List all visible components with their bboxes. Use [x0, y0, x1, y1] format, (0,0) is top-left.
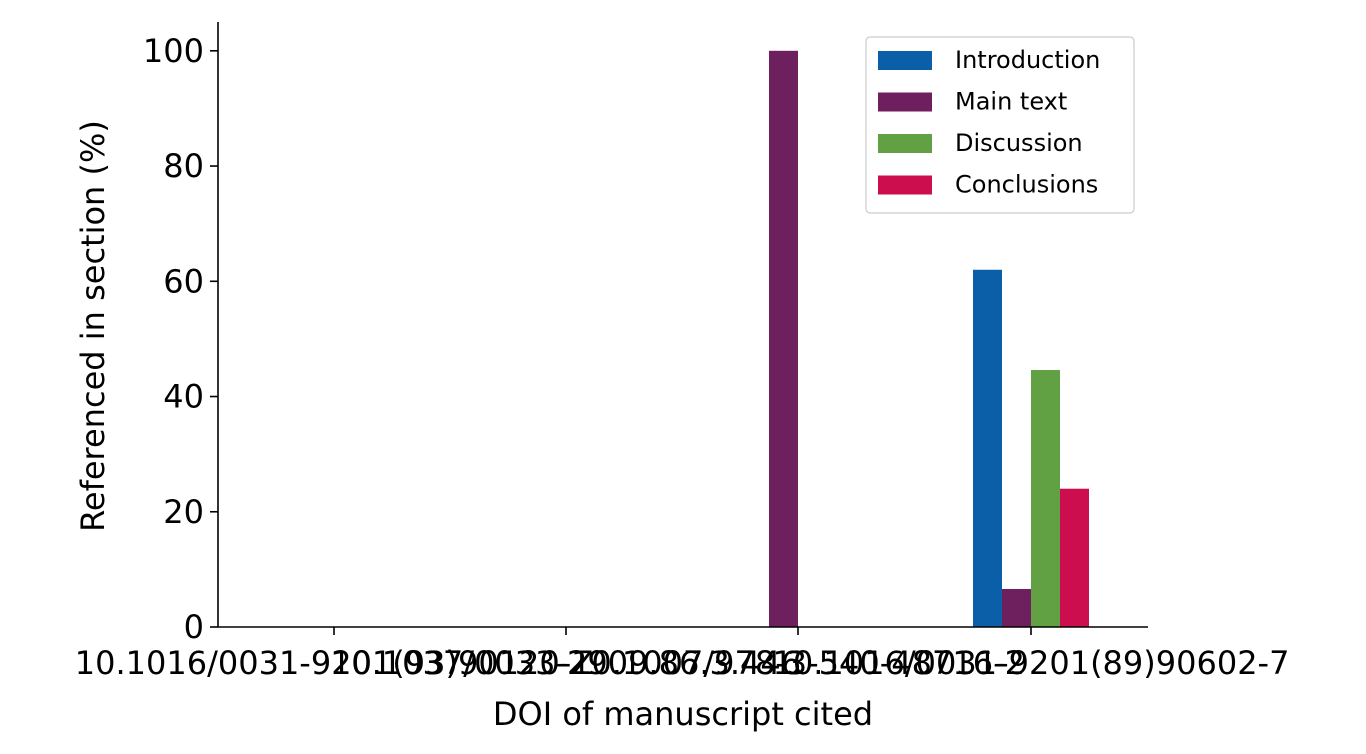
y-axis-label: Referenced in section (%)	[74, 120, 112, 532]
legend-swatch	[878, 92, 932, 112]
legend-label: Discussion	[955, 129, 1083, 157]
y-tick-label: 60	[163, 262, 204, 300]
bar-introduction-4	[973, 269, 1002, 627]
legend-label: Introduction	[955, 46, 1100, 74]
legend-label: Conclusions	[955, 171, 1098, 199]
y-tick-label: 20	[163, 493, 204, 531]
x-axis-label: DOI of manuscript cited	[493, 695, 873, 733]
y-tick-label: 80	[163, 147, 204, 185]
x-tick-label: 10.1016/0031-9201(93)90120-Z	[75, 644, 593, 682]
bars-group	[769, 50, 1089, 628]
x-ticks-group: 10.1016/0031-9201(93)90120-Z10.1037/0033…	[75, 627, 1290, 682]
legend: Introduction Main text Discussion Conclusio…	[865, 36, 1135, 214]
axes-group	[217, 22, 1148, 628]
bar-discussion-4	[1031, 370, 1060, 627]
y-tick-label: 40	[163, 378, 204, 416]
y-tick-label: 0	[184, 608, 204, 646]
y-tick-label: 100	[143, 32, 204, 70]
x-tick-label: 10.1037/0033-2909.86.3.446	[331, 644, 801, 682]
bar-main-text-4	[1002, 588, 1031, 627]
y-ticks-group: 0 20 40 60 80 100	[143, 32, 218, 646]
x-tick-label: 10.1016/0031-9201(89)90602-7	[773, 644, 1290, 682]
x-tick-label: 10.1007/978-3-540-48716-2	[571, 644, 1025, 682]
legend-swatch	[878, 51, 932, 70]
bar-conclusions-4	[1060, 488, 1089, 627]
legend-swatch	[878, 134, 932, 153]
legend-swatch	[878, 175, 932, 195]
bar-main-text-3	[769, 50, 798, 628]
legend-frame	[865, 36, 1135, 214]
legend-label: Main text	[955, 88, 1067, 116]
